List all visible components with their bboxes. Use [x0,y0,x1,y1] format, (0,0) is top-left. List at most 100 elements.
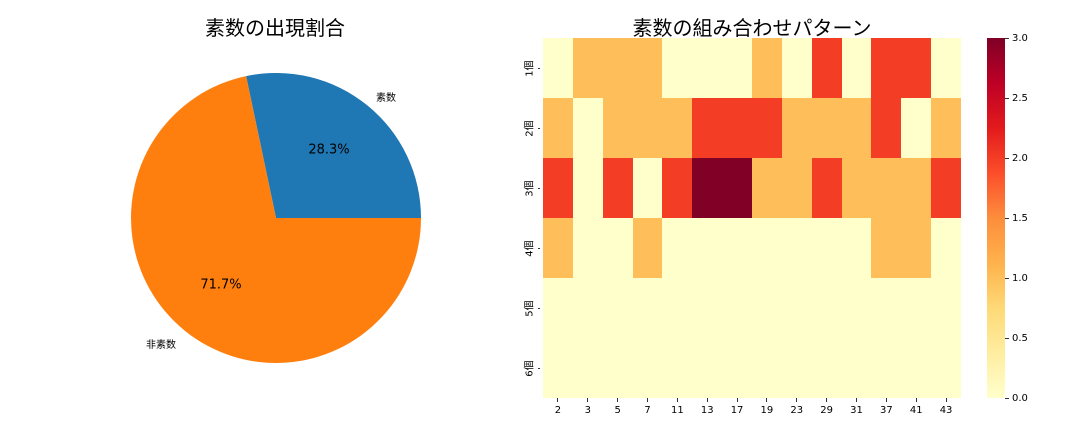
heatmap-cell [722,38,752,98]
heatmap-cell [871,338,902,398]
heatmap-cell [811,158,842,218]
colorbar [987,38,1005,398]
x-tick: 5 [603,398,633,416]
colorbar-tick-label: 0.5 [1012,332,1028,344]
heatmap-cell [811,38,842,98]
heatmap-cell [602,98,633,158]
pie-pct-prime: 28.3% [308,142,350,158]
heatmap-cell [632,38,663,98]
heatmap-cell [572,158,603,218]
heatmap-cell [871,98,902,158]
colorbar-tick: 1.0 [1005,272,1028,284]
heatmap-cell [662,338,693,398]
heatmap-cell [692,38,723,98]
heatmap-cell [781,218,812,278]
pie-chart-title: 素数の出現割合 [205,16,345,40]
heatmap-cell [572,38,603,98]
y-tick: 4個 [520,218,540,278]
heatmap-cell [572,218,603,278]
x-tick-label: 5 [614,405,621,416]
heatmap-cell [841,218,872,278]
heatmap-cell [901,158,932,218]
heatmap-cell [692,278,723,338]
colorbar-tick: 2.0 [1005,152,1028,164]
x-tick-label: 43 [939,405,953,416]
colorbar-tick: 0.5 [1005,332,1028,344]
y-tick: 6個 [520,338,540,398]
heatmap-cell [602,38,633,98]
heatmap-cell [781,98,812,158]
heatmap-cell [781,158,812,218]
heatmap-cell [543,98,573,158]
x-tick-label: 7 [644,405,651,416]
heatmap-cell [602,278,633,338]
x-tick: 19 [752,398,782,416]
heatmap-cell [722,218,752,278]
heatmap-cell [543,338,573,398]
heatmap-cell [572,98,603,158]
heatmap-cell [692,158,723,218]
heatmap-cell [722,98,752,158]
y-tick-label: 2個 [524,119,536,137]
x-tick-label: 23 [790,405,804,416]
heatmap-cell [543,278,573,338]
x-tick-label: 31 [850,405,863,416]
heatmap-cell [841,98,872,158]
heatmap-grid [543,38,961,398]
heatmap-cell [811,98,842,158]
heatmap-cell [632,218,663,278]
heatmap-cell [752,278,782,338]
heatmap-cell [722,158,752,218]
heatmap-cell [722,338,752,398]
heatmap-cell [752,38,782,98]
heatmap-cell [752,218,782,278]
y-tick-label: 4個 [524,239,536,257]
heatmap-cell [811,338,842,398]
pie-slice-nonprime [131,76,421,363]
x-tick: 2 [543,398,573,416]
heatmap-cell [871,38,902,98]
x-tick-label: 2 [554,405,562,416]
heatmap-cell [572,338,603,398]
heatmap-cell [602,158,633,218]
heatmap-cell [602,218,633,278]
x-tick-label: 29 [820,405,833,416]
heatmap-cell [781,338,812,398]
heatmap-cell [931,278,961,338]
colorbar-tick: 2.5 [1005,92,1028,104]
heatmap-cell [543,38,573,98]
heatmap-cell [722,278,752,338]
heatmap-cell [931,38,961,98]
heatmap-cell [931,218,961,278]
pie-label-nonprime: 非素数 [146,340,176,351]
heatmap-cell [662,278,693,338]
heatmap-cell [931,338,961,398]
heatmap-cell [662,218,693,278]
x-tick: 13 [692,398,722,416]
heatmap-cell [781,38,812,98]
heatmap-title: 素数の組み合わせパターン [632,16,872,40]
heatmap-cell [572,278,603,338]
heatmap-cell [543,158,573,218]
heatmap-cell [662,98,693,158]
colorbar-tick-label: 1.5 [1012,212,1028,224]
heatmap-cell [602,338,633,398]
x-tick: 17 [722,398,752,416]
heatmap-cell [543,218,573,278]
y-tick: 2個 [520,98,540,158]
x-tick: 37 [871,398,901,416]
colorbar-tick-label: 1.0 [1012,272,1028,284]
colorbar-tick: 1.5 [1005,212,1028,224]
heatmap-cell [662,158,693,218]
heatmap-cell [692,218,723,278]
heatmap-cell [752,338,782,398]
x-tick-label: 37 [879,405,893,416]
heatmap-cell [901,218,932,278]
x-tick-label: 13 [700,405,714,416]
colorbar-tick-label: 2.0 [1012,152,1028,164]
y-tick-label: 3個 [524,179,536,197]
x-tick: 31 [842,398,872,416]
x-tick: 43 [931,398,961,416]
heatmap-cell [632,98,663,158]
y-tick: 3個 [520,158,540,218]
